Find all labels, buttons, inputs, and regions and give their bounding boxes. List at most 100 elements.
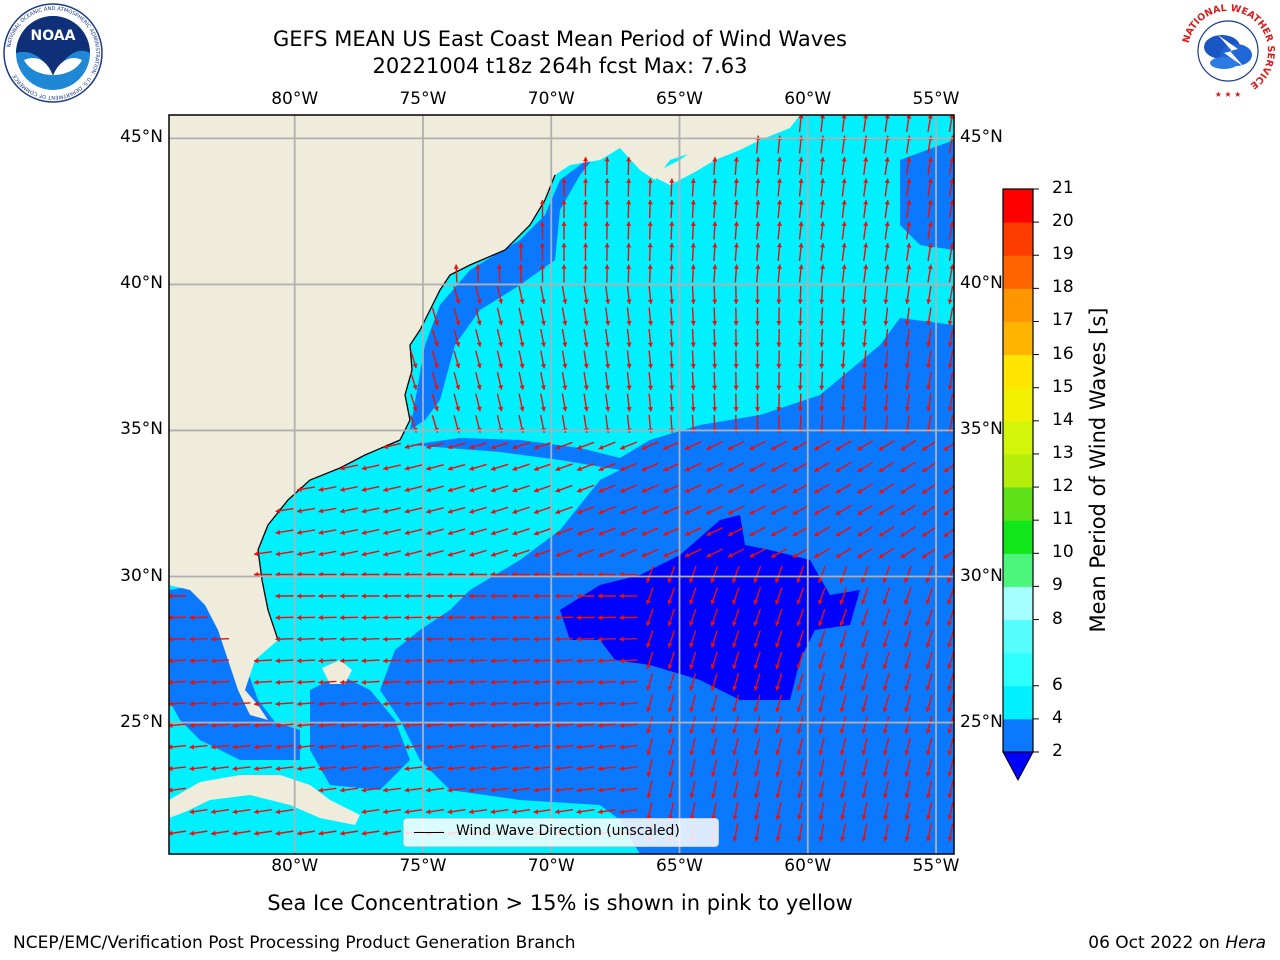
- wave-direction-arrow: [856, 504, 874, 516]
- lon-label-bottom: 60°W: [784, 856, 832, 876]
- wave-direction-arrow: [669, 350, 675, 369]
- wave-direction-arrow: [540, 393, 546, 412]
- wave-direction-arrow: [861, 823, 868, 842]
- wave-direction-arrow: [475, 393, 482, 412]
- wave-direction-arrow: [948, 243, 954, 261]
- wave-direction-arrow: [318, 593, 337, 599]
- wave-direction-arrow: [490, 528, 509, 536]
- wave-direction-arrow: [712, 221, 718, 240]
- wave-direction-arrow: [882, 780, 890, 799]
- wave-direction-arrow: [727, 462, 745, 472]
- wave-direction-arrow: [882, 630, 890, 648]
- wave-direction-arrow: [663, 505, 680, 515]
- wave-direction-arrow: [712, 307, 718, 326]
- wave-direction-arrow: [383, 485, 401, 493]
- wave-direction-arrow: [533, 679, 552, 685]
- wave-direction-arrow: [490, 679, 509, 685]
- wave-direction-arrow: [453, 393, 461, 412]
- wave-direction-arrow: [296, 744, 316, 750]
- wave-direction-arrow: [275, 615, 294, 621]
- wave-direction-arrow: [641, 441, 659, 450]
- wave-direction-arrow: [710, 694, 718, 713]
- wave-direction-arrow: [383, 442, 401, 450]
- wave-direction-arrow: [882, 565, 891, 584]
- wave-direction-arrow: [539, 242, 546, 262]
- wave-direction-arrow: [605, 371, 611, 391]
- wave-direction-arrow: [597, 744, 617, 750]
- wave-direction-arrow: [669, 221, 675, 240]
- wave-direction-arrow: [798, 221, 804, 240]
- credit-text: NCEP/EMC/Verification Post Processing Pr…: [13, 933, 576, 953]
- wave-direction-arrow: [878, 461, 895, 473]
- wave-direction-arrow: [318, 744, 337, 750]
- wave-direction-arrow: [597, 615, 617, 621]
- wave-direction-arrow: [770, 483, 788, 494]
- wave-direction-arrow: [861, 737, 868, 756]
- wave-direction-arrow: [533, 636, 552, 642]
- wave-direction-arrow: [447, 615, 466, 621]
- wave-direction-arrow: [947, 329, 954, 347]
- wave-direction-arrow: [861, 673, 869, 691]
- colorbar-tick-label: 21: [1052, 178, 1074, 198]
- wave-direction-arrow: [835, 461, 852, 473]
- wave-direction-arrow: [339, 787, 359, 793]
- wave-direction-arrow: [925, 694, 933, 713]
- wave-direction-arrow: [710, 565, 719, 584]
- wave-direction-arrow: [453, 307, 461, 326]
- wave-direction-arrow: [561, 286, 568, 304]
- wave-direction-arrow: [900, 439, 916, 452]
- wave-direction-arrow: [797, 802, 804, 820]
- wave-direction-arrow: [597, 593, 617, 599]
- wave-direction-arrow: [533, 809, 552, 815]
- wave-direction-arrow: [275, 722, 294, 728]
- wave-direction-arrow: [839, 759, 847, 777]
- wave-direction-arrow: [232, 809, 251, 815]
- wave-direction-arrow: [749, 440, 766, 451]
- wave-direction-arrow: [647, 178, 653, 197]
- wave-direction-arrow: [641, 462, 659, 472]
- wave-direction-arrow: [647, 285, 654, 305]
- wave-direction-arrow: [383, 550, 401, 557]
- wave-direction-arrow: [813, 547, 831, 559]
- wave-direction-arrow: [468, 722, 488, 728]
- wave-direction-arrow: [925, 737, 933, 756]
- wave-direction-arrow: [647, 199, 653, 219]
- wave-direction-arrow: [797, 823, 803, 842]
- wave-direction-arrow: [856, 483, 874, 494]
- wave-direction-arrow: [340, 485, 358, 492]
- wave-direction-arrow: [904, 608, 912, 627]
- wave-direction-arrow: [490, 549, 509, 557]
- wave-direction-arrow: [468, 765, 488, 772]
- wave-direction-arrow: [253, 809, 273, 815]
- wave-direction-arrow: [447, 442, 466, 450]
- wave-direction-arrow: [798, 199, 804, 219]
- wave-direction-arrow: [904, 328, 910, 348]
- lon-label-top: 60°W: [784, 89, 832, 109]
- wave-direction-arrow: [361, 485, 380, 493]
- lon-label-top: 70°W: [527, 89, 575, 109]
- wave-direction-arrow: [684, 441, 702, 450]
- wave-direction-arrow: [904, 393, 910, 412]
- wave-direction-arrow: [689, 673, 697, 691]
- wave-direction-arrow: [169, 830, 187, 836]
- wave-direction-arrow: [796, 780, 804, 799]
- wave-direction-arrow: [727, 483, 745, 494]
- wave-direction-arrow: [453, 264, 459, 283]
- wave-direction-arrow: [689, 587, 697, 605]
- wave-direction-arrow: [533, 441, 552, 450]
- wave-direction-arrow: [425, 615, 445, 621]
- wave-direction-arrow: [169, 679, 187, 685]
- wave-direction-arrow: [275, 550, 294, 557]
- wave-direction-arrow: [576, 679, 595, 685]
- lon-label-bottom: 55°W: [912, 856, 960, 876]
- wave-direction-arrow: [775, 694, 783, 713]
- wave-direction-arrow: [604, 221, 610, 240]
- wave-direction-arrow: [490, 593, 509, 599]
- wave-direction-arrow: [339, 636, 359, 642]
- wave-direction-arrow: [275, 593, 294, 599]
- wave-direction-arrow: [468, 636, 488, 642]
- lon-label-top: 65°W: [656, 89, 703, 109]
- wave-direction-arrow: [706, 462, 723, 472]
- wave-direction-arrow: [626, 264, 632, 283]
